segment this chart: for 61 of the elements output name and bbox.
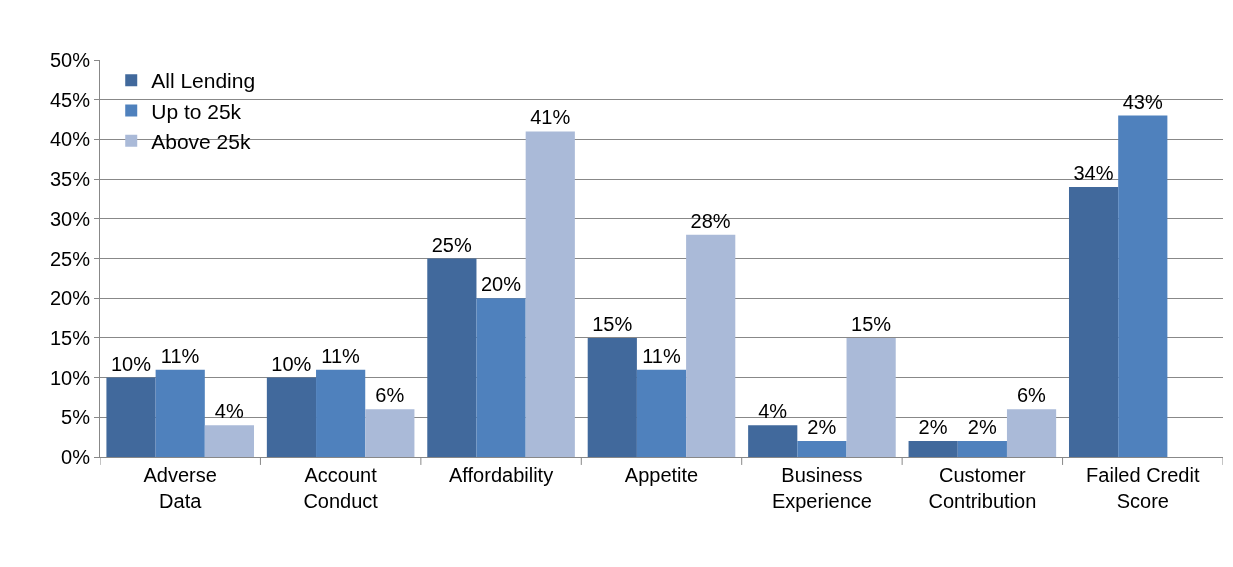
y-tick-label: 5% <box>61 406 91 429</box>
y-tick-label: 25% <box>49 247 91 270</box>
x-tick-label: Appetite <box>624 464 699 486</box>
data-label: 2% <box>967 416 997 439</box>
bar <box>316 369 366 457</box>
data-label: 2% <box>807 416 837 439</box>
bar <box>365 409 415 457</box>
bar <box>957 441 1007 457</box>
y-tick-label: 35% <box>49 168 91 191</box>
data-label: 43% <box>1122 90 1163 113</box>
x-tick-label: Account Conduct <box>303 464 379 512</box>
data-label: 20% <box>480 273 522 296</box>
y-tick-label: 15% <box>49 326 91 349</box>
bar <box>1006 409 1057 457</box>
bar <box>525 131 575 457</box>
y-tick-label: 40% <box>49 128 91 151</box>
legend-label: Up to 25k <box>151 99 242 123</box>
bar <box>908 441 958 457</box>
data-label: 6% <box>1016 384 1047 407</box>
y-tick-label: 45% <box>49 88 91 111</box>
data-label: 6% <box>375 384 405 407</box>
bar <box>204 425 255 457</box>
y-tick-label: 30% <box>49 207 91 230</box>
bar <box>476 298 526 457</box>
legend-label: Above 25k <box>151 129 251 153</box>
data-label: 34% <box>1073 162 1114 185</box>
data-label: 11% <box>642 344 681 367</box>
data-label: 25% <box>431 233 472 256</box>
bar <box>686 234 736 457</box>
data-label: 28% <box>690 209 731 232</box>
data-label: 15% <box>592 312 633 335</box>
bar <box>748 425 798 457</box>
x-tick-label: Adverse Data <box>143 464 217 512</box>
data-label: 41% <box>530 106 571 129</box>
data-label: 10% <box>271 352 312 375</box>
bar <box>1068 187 1119 457</box>
bar <box>155 369 205 457</box>
x-tick-label: Business Experience <box>771 464 872 512</box>
y-tick-label: 50% <box>49 49 91 71</box>
bar <box>106 377 156 457</box>
y-tick-label: 0% <box>61 446 91 468</box>
y-tick-label: 20% <box>49 287 91 310</box>
x-tick-label: Failed Credit Score <box>1086 464 1200 512</box>
x-tick-label: Customer Contribution <box>928 464 1037 512</box>
bar <box>797 441 847 457</box>
bar <box>636 369 687 457</box>
y-tick-label: 10% <box>49 366 91 389</box>
data-label: 11% <box>160 344 200 367</box>
bar <box>1118 115 1168 457</box>
bar <box>846 337 896 457</box>
x-tick-label: Affordability <box>449 464 554 486</box>
data-label: 4% <box>758 400 788 423</box>
data-label: 15% <box>851 312 892 335</box>
data-label: 11% <box>321 344 361 367</box>
bar <box>427 258 477 457</box>
data-label: 4% <box>214 400 244 423</box>
data-label: 10% <box>110 352 152 375</box>
bar <box>587 337 637 457</box>
bar <box>266 377 317 457</box>
data-label: 2% <box>918 416 948 439</box>
legend-label: All Lending <box>151 69 256 93</box>
